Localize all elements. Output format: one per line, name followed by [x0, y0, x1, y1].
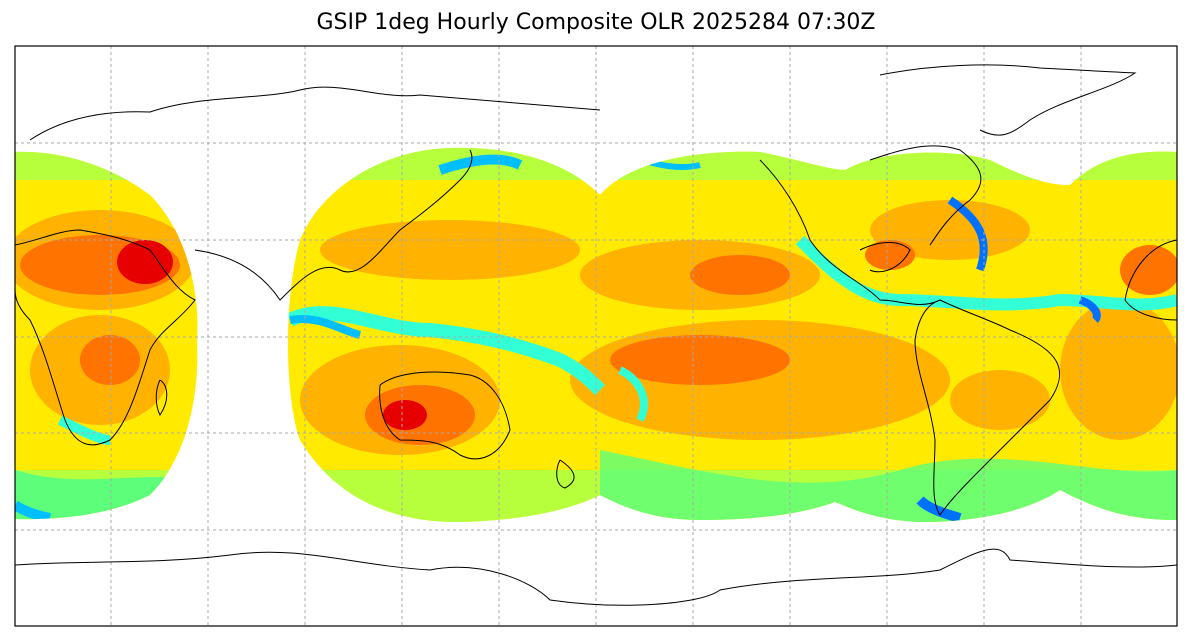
map-title: GSIP 1deg Hourly Composite OLR 2025284 0…: [316, 10, 876, 35]
graticule: [15, 46, 1177, 626]
coastlines: [14, 64, 1178, 606]
map-frame: [14, 45, 1178, 627]
